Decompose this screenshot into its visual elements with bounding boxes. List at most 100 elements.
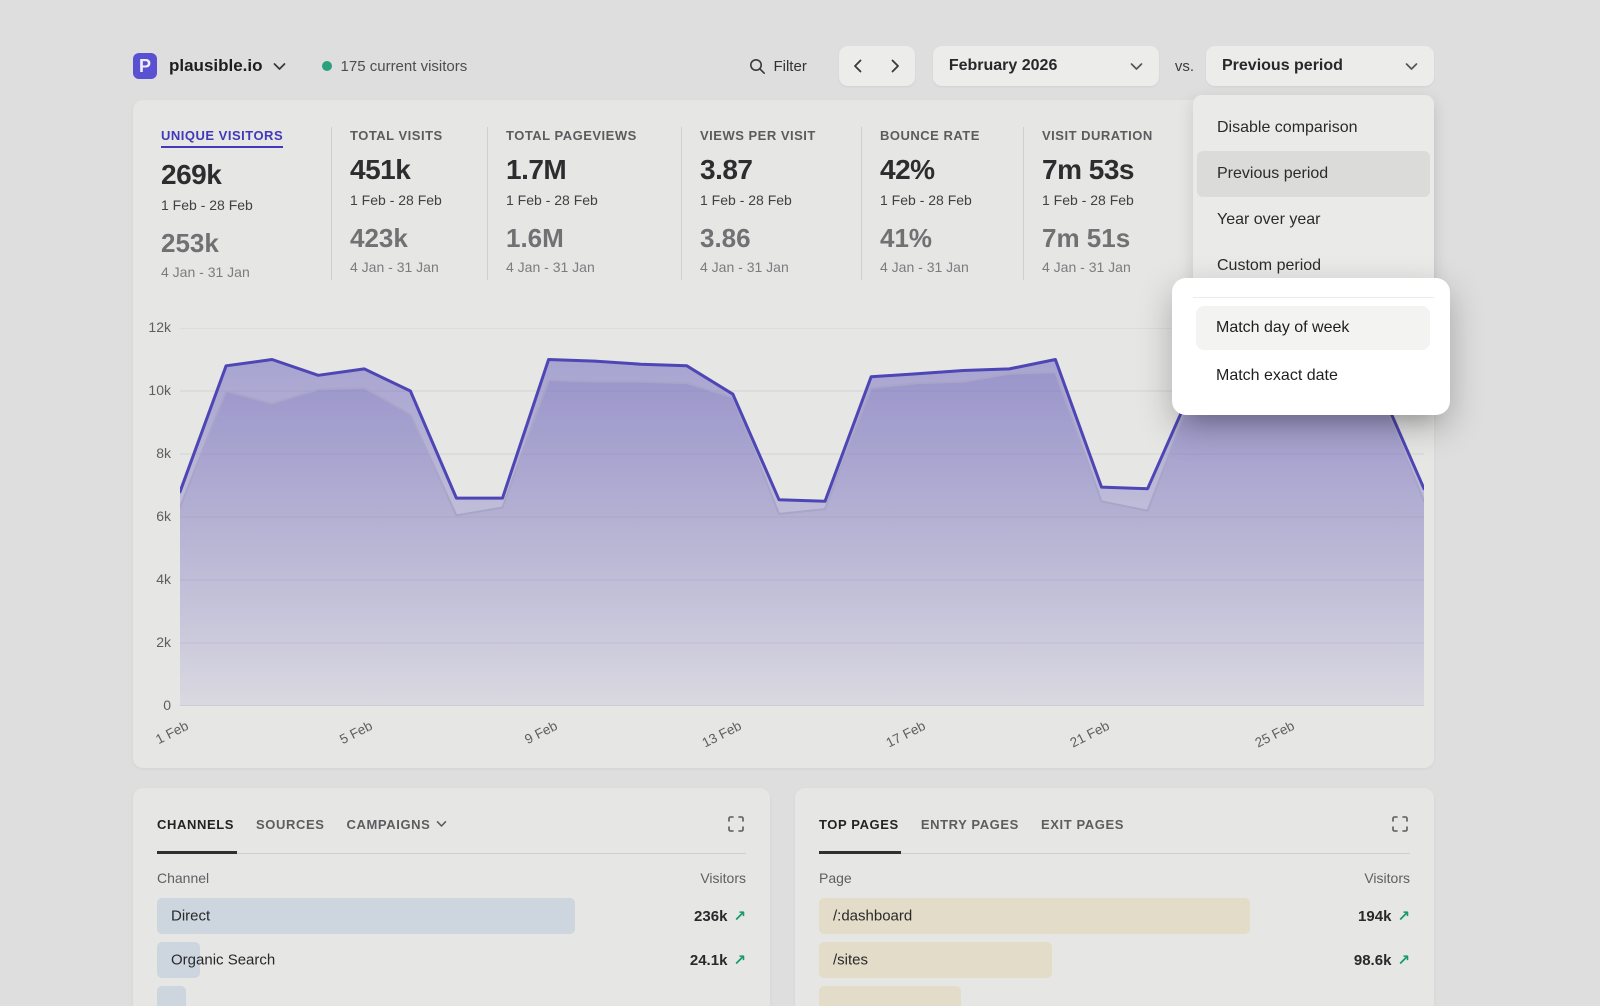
top-header: P plausible.io 175 current visitors Filt…	[133, 40, 1434, 92]
stat-unique-visitors[interactable]: UNIQUE VISITORS 269k 1 Feb - 28 Feb 253k…	[161, 127, 331, 280]
menu-item-match-day-of-week[interactable]: Match day of week	[1196, 306, 1430, 350]
active-tab-underline	[819, 851, 901, 854]
stat-value: 1.7M	[506, 154, 681, 186]
stat-value: 42%	[880, 154, 1023, 186]
tab-campaigns-label: CAMPAIGNS	[347, 817, 431, 832]
stat-views-per-visit[interactable]: VIEWS PER VISIT 3.87 1 Feb - 28 Feb 3.86…	[681, 127, 861, 280]
header-controls: Filter February 2026 vs. Previous period	[749, 46, 1434, 86]
tab-channels[interactable]: CHANNELS	[157, 817, 234, 832]
site-name[interactable]: plausible.io	[169, 56, 263, 76]
expand-icon[interactable]	[726, 814, 746, 834]
column-label: Page	[819, 870, 852, 886]
active-tab-underline	[157, 851, 237, 854]
stat-label: VIEWS PER VISIT	[700, 128, 816, 143]
stat-prev-period: 4 Jan - 31 Jan	[700, 259, 861, 275]
x-axis-label: 17 Feb	[871, 718, 928, 757]
tab-campaigns[interactable]: CAMPAIGNS	[347, 817, 448, 832]
table-row[interactable]: Organic Search 24.1k ↗	[157, 942, 746, 978]
stat-bounce-rate[interactable]: BOUNCE RATE 42% 1 Feb - 28 Feb 41% 4 Jan…	[861, 127, 1023, 280]
x-axis-label: 5 Feb	[318, 718, 375, 757]
stat-label: TOTAL PAGEVIEWS	[506, 128, 637, 143]
current-visitors[interactable]: 175 current visitors	[322, 58, 468, 75]
stat-prev-period: 4 Jan - 31 Jan	[161, 264, 331, 280]
pages-tabs: TOP PAGES ENTRY PAGES EXIT PAGES	[819, 814, 1410, 834]
stat-value: 269k	[161, 159, 331, 191]
date-range-value: February 2026	[949, 57, 1058, 75]
row-label: /:dashboard	[833, 908, 912, 925]
tabs-divider	[157, 853, 746, 854]
y-axis-label: 6k	[133, 508, 171, 524]
expand-icon[interactable]	[1390, 814, 1410, 834]
date-range-select[interactable]: February 2026	[933, 46, 1159, 86]
stat-prev-value: 253k	[161, 228, 331, 259]
row-label: Organic Search	[171, 952, 275, 969]
vs-label: vs.	[1175, 58, 1194, 75]
table-header: Page Visitors	[819, 870, 1410, 886]
stat-total-visits[interactable]: TOTAL VISITS 451k 1 Feb - 28 Feb 423k 4 …	[331, 127, 487, 280]
live-dot-icon	[322, 61, 332, 71]
stat-value: 3.87	[700, 154, 861, 186]
row-value: 98.6k ↗	[1354, 951, 1410, 969]
row-value: 24.1k ↗	[690, 951, 746, 969]
tab-sources[interactable]: SOURCES	[256, 817, 325, 832]
menu-item-disable-comparison[interactable]: Disable comparison	[1197, 105, 1430, 151]
stat-prev-period: 4 Jan - 31 Jan	[350, 259, 487, 275]
stat-prev-value: 423k	[350, 223, 487, 254]
previous-period-arrow-button[interactable]	[839, 46, 877, 86]
filter-button[interactable]: Filter	[749, 58, 806, 75]
search-icon	[749, 58, 766, 75]
row-value-text: 24.1k	[690, 952, 728, 969]
tab-exit-pages[interactable]: EXIT PAGES	[1041, 817, 1124, 832]
y-axis-label: 8k	[133, 445, 171, 461]
y-axis-label: 10k	[133, 382, 171, 398]
comparison-value: Previous period	[1222, 57, 1343, 75]
stat-total-pageviews[interactable]: TOTAL PAGEVIEWS 1.7M 1 Feb - 28 Feb 1.6M…	[487, 127, 681, 280]
x-axis-label: 13 Feb	[687, 718, 744, 757]
x-axis-label: 25 Feb	[1240, 718, 1297, 757]
site-chevron-down-icon[interactable]	[273, 62, 286, 71]
stat-period: 1 Feb - 28 Feb	[350, 192, 487, 208]
row-bar	[157, 986, 186, 1006]
column-value: Visitors	[700, 870, 746, 886]
stat-label: BOUNCE RATE	[880, 128, 980, 143]
table-row-partial[interactable]	[819, 986, 1410, 1006]
chevron-left-icon	[853, 59, 862, 73]
stat-value: 451k	[350, 154, 487, 186]
table-row[interactable]: /sites 98.6k ↗	[819, 942, 1410, 978]
stat-prev-value: 1.6M	[506, 223, 681, 254]
table-row[interactable]: Direct 236k ↗	[157, 898, 746, 934]
plausible-logo-icon: P	[133, 53, 157, 79]
next-period-arrow-button[interactable]	[877, 46, 915, 86]
tabs-divider	[819, 853, 1410, 854]
row-bar	[157, 898, 575, 934]
table-row-partial[interactable]	[157, 986, 746, 1006]
stat-prev-value: 41%	[880, 223, 1023, 254]
comparison-select[interactable]: Previous period	[1206, 46, 1434, 86]
area-previous	[180, 372, 1424, 706]
menu-item-year-over-year[interactable]: Year over year	[1197, 197, 1430, 243]
menu-item-match-exact-date[interactable]: Match exact date	[1196, 354, 1430, 398]
row-label: /sites	[833, 952, 868, 969]
channels-card: CHANNELS SOURCES CAMPAIGNS Channel Visit…	[133, 788, 770, 1006]
menu-item-previous-period[interactable]: Previous period	[1197, 151, 1430, 197]
stat-prev-period: 4 Jan - 31 Jan	[880, 259, 1023, 275]
trend-up-icon: ↗	[733, 951, 746, 969]
row-value-text: 236k	[694, 908, 727, 925]
chevron-right-icon	[891, 59, 900, 73]
column-label: Channel	[157, 870, 209, 886]
y-axis-label: 12k	[133, 319, 171, 335]
row-value-text: 98.6k	[1354, 952, 1392, 969]
stat-label: UNIQUE VISITORS	[161, 128, 283, 148]
y-axis-label: 2k	[133, 634, 171, 650]
stat-label: VISIT DURATION	[1042, 128, 1153, 143]
tab-entry-pages[interactable]: ENTRY PAGES	[921, 817, 1019, 832]
current-visitors-label: 175 current visitors	[341, 58, 468, 75]
row-label: Direct	[171, 908, 210, 925]
stat-period: 1 Feb - 28 Feb	[161, 197, 331, 213]
stat-period: 1 Feb - 28 Feb	[880, 192, 1023, 208]
y-axis-label: 0	[133, 697, 171, 713]
table-row[interactable]: /:dashboard 194k ↗	[819, 898, 1410, 934]
tab-top-pages[interactable]: TOP PAGES	[819, 817, 899, 832]
column-value: Visitors	[1364, 870, 1410, 886]
chevron-down-icon	[1130, 62, 1143, 71]
